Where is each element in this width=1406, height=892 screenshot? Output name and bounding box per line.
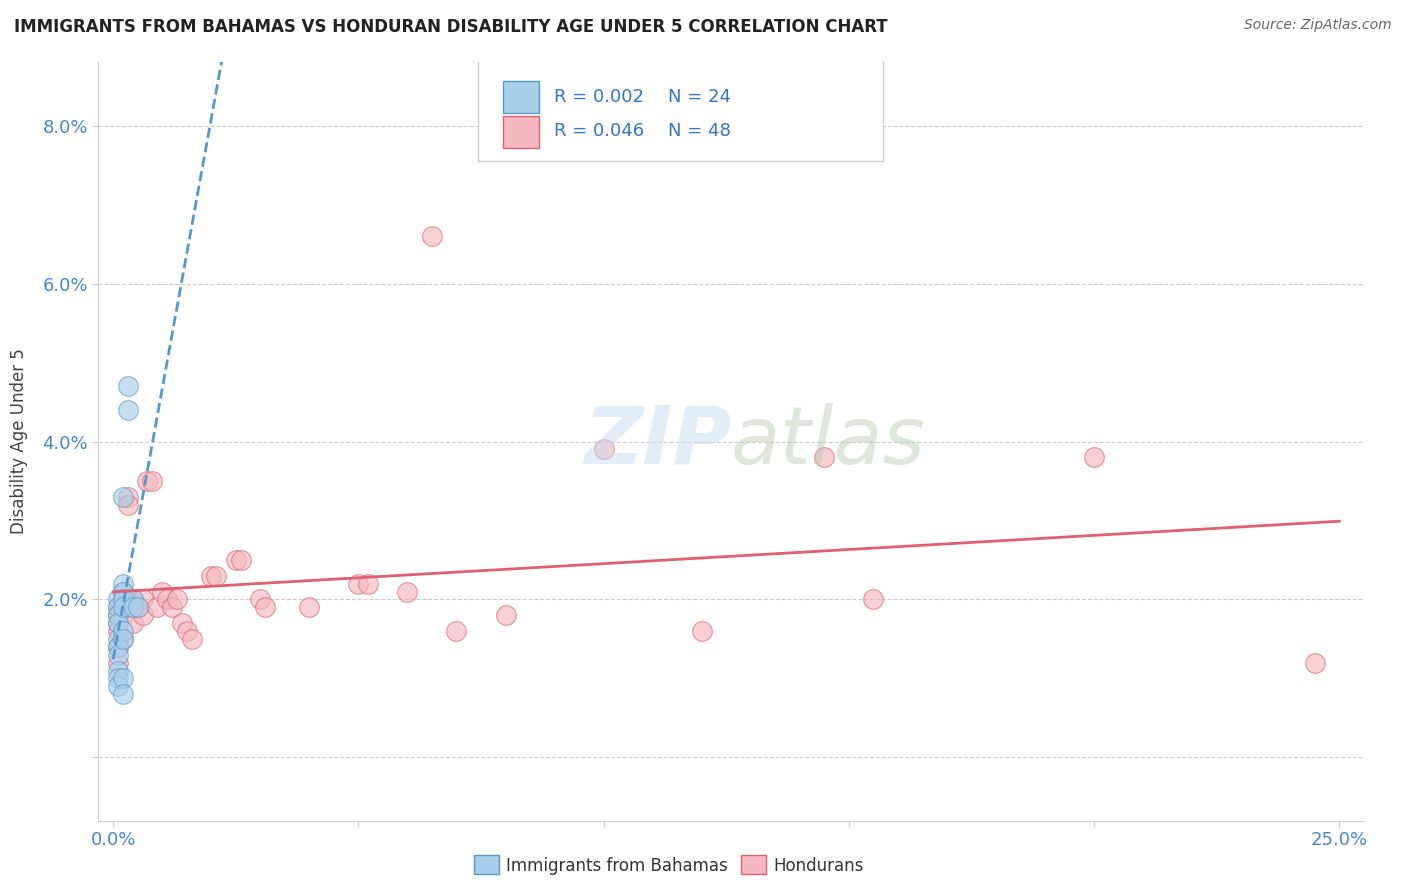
Point xyxy=(170,616,193,631)
Point xyxy=(347,576,370,591)
Point xyxy=(249,592,271,607)
Point xyxy=(131,592,153,607)
Point xyxy=(136,474,159,488)
Point xyxy=(117,498,139,512)
Text: atlas: atlas xyxy=(731,402,927,481)
Point xyxy=(446,624,468,639)
Point xyxy=(121,600,143,615)
Point xyxy=(205,569,228,583)
Point xyxy=(111,672,134,686)
Point xyxy=(117,592,139,607)
Point xyxy=(107,640,129,654)
Text: Source: ZipAtlas.com: Source: ZipAtlas.com xyxy=(1244,18,1392,32)
Point xyxy=(107,624,129,639)
Point xyxy=(121,616,143,631)
Point xyxy=(229,553,252,567)
Text: R = 0.002: R = 0.002 xyxy=(554,87,644,105)
Point xyxy=(111,632,134,646)
Text: R = 0.046: R = 0.046 xyxy=(554,122,644,140)
FancyBboxPatch shape xyxy=(478,59,883,161)
Point xyxy=(107,600,129,615)
Point xyxy=(176,624,198,639)
Point xyxy=(111,608,134,623)
Text: Hondurans: Hondurans xyxy=(773,857,863,875)
Text: N = 24: N = 24 xyxy=(668,87,731,105)
Point xyxy=(862,592,884,607)
Point xyxy=(107,664,129,678)
Point xyxy=(107,608,129,623)
Point xyxy=(1083,450,1105,465)
Point xyxy=(1303,656,1326,670)
Point xyxy=(160,600,183,615)
Text: N = 48: N = 48 xyxy=(668,122,731,140)
Point xyxy=(166,592,188,607)
Point xyxy=(121,592,143,607)
Point xyxy=(107,616,129,631)
Point xyxy=(121,600,143,615)
Point xyxy=(117,379,139,393)
Point xyxy=(107,632,129,646)
Point xyxy=(107,672,129,686)
Point xyxy=(107,592,129,607)
Point xyxy=(117,403,139,417)
Text: ZIP: ZIP xyxy=(583,402,731,481)
Point xyxy=(121,592,143,607)
Point xyxy=(107,608,129,623)
Point xyxy=(200,569,222,583)
Point xyxy=(131,608,153,623)
Point xyxy=(141,474,163,488)
Point xyxy=(254,600,277,615)
Point xyxy=(107,600,129,615)
Point xyxy=(396,584,419,599)
Point xyxy=(357,576,380,591)
Point xyxy=(107,616,129,631)
Point xyxy=(150,584,173,599)
Bar xyxy=(503,116,538,148)
Text: Immigrants from Bahamas: Immigrants from Bahamas xyxy=(506,857,728,875)
Point xyxy=(495,608,517,623)
Point xyxy=(111,592,134,607)
Point xyxy=(180,632,202,646)
Point xyxy=(127,600,149,615)
Bar xyxy=(503,81,538,113)
Point xyxy=(111,490,134,504)
Point xyxy=(146,600,169,615)
Point xyxy=(117,490,139,504)
Point xyxy=(111,592,134,607)
Point xyxy=(111,624,134,639)
Point xyxy=(420,229,443,244)
Point xyxy=(690,624,713,639)
Point xyxy=(156,592,179,607)
Point xyxy=(813,450,835,465)
Point xyxy=(111,600,134,615)
Point xyxy=(592,442,614,457)
Point xyxy=(111,584,134,599)
Point xyxy=(107,656,129,670)
Y-axis label: Disability Age Under 5: Disability Age Under 5 xyxy=(10,349,28,534)
Point xyxy=(111,687,134,701)
Point xyxy=(298,600,321,615)
Point xyxy=(107,679,129,693)
Point xyxy=(111,632,134,646)
Point xyxy=(107,648,129,662)
Point xyxy=(111,576,134,591)
Point xyxy=(127,600,149,615)
Text: IMMIGRANTS FROM BAHAMAS VS HONDURAN DISABILITY AGE UNDER 5 CORRELATION CHART: IMMIGRANTS FROM BAHAMAS VS HONDURAN DISA… xyxy=(14,18,887,36)
Point xyxy=(107,640,129,654)
Point xyxy=(225,553,247,567)
Point xyxy=(111,584,134,599)
